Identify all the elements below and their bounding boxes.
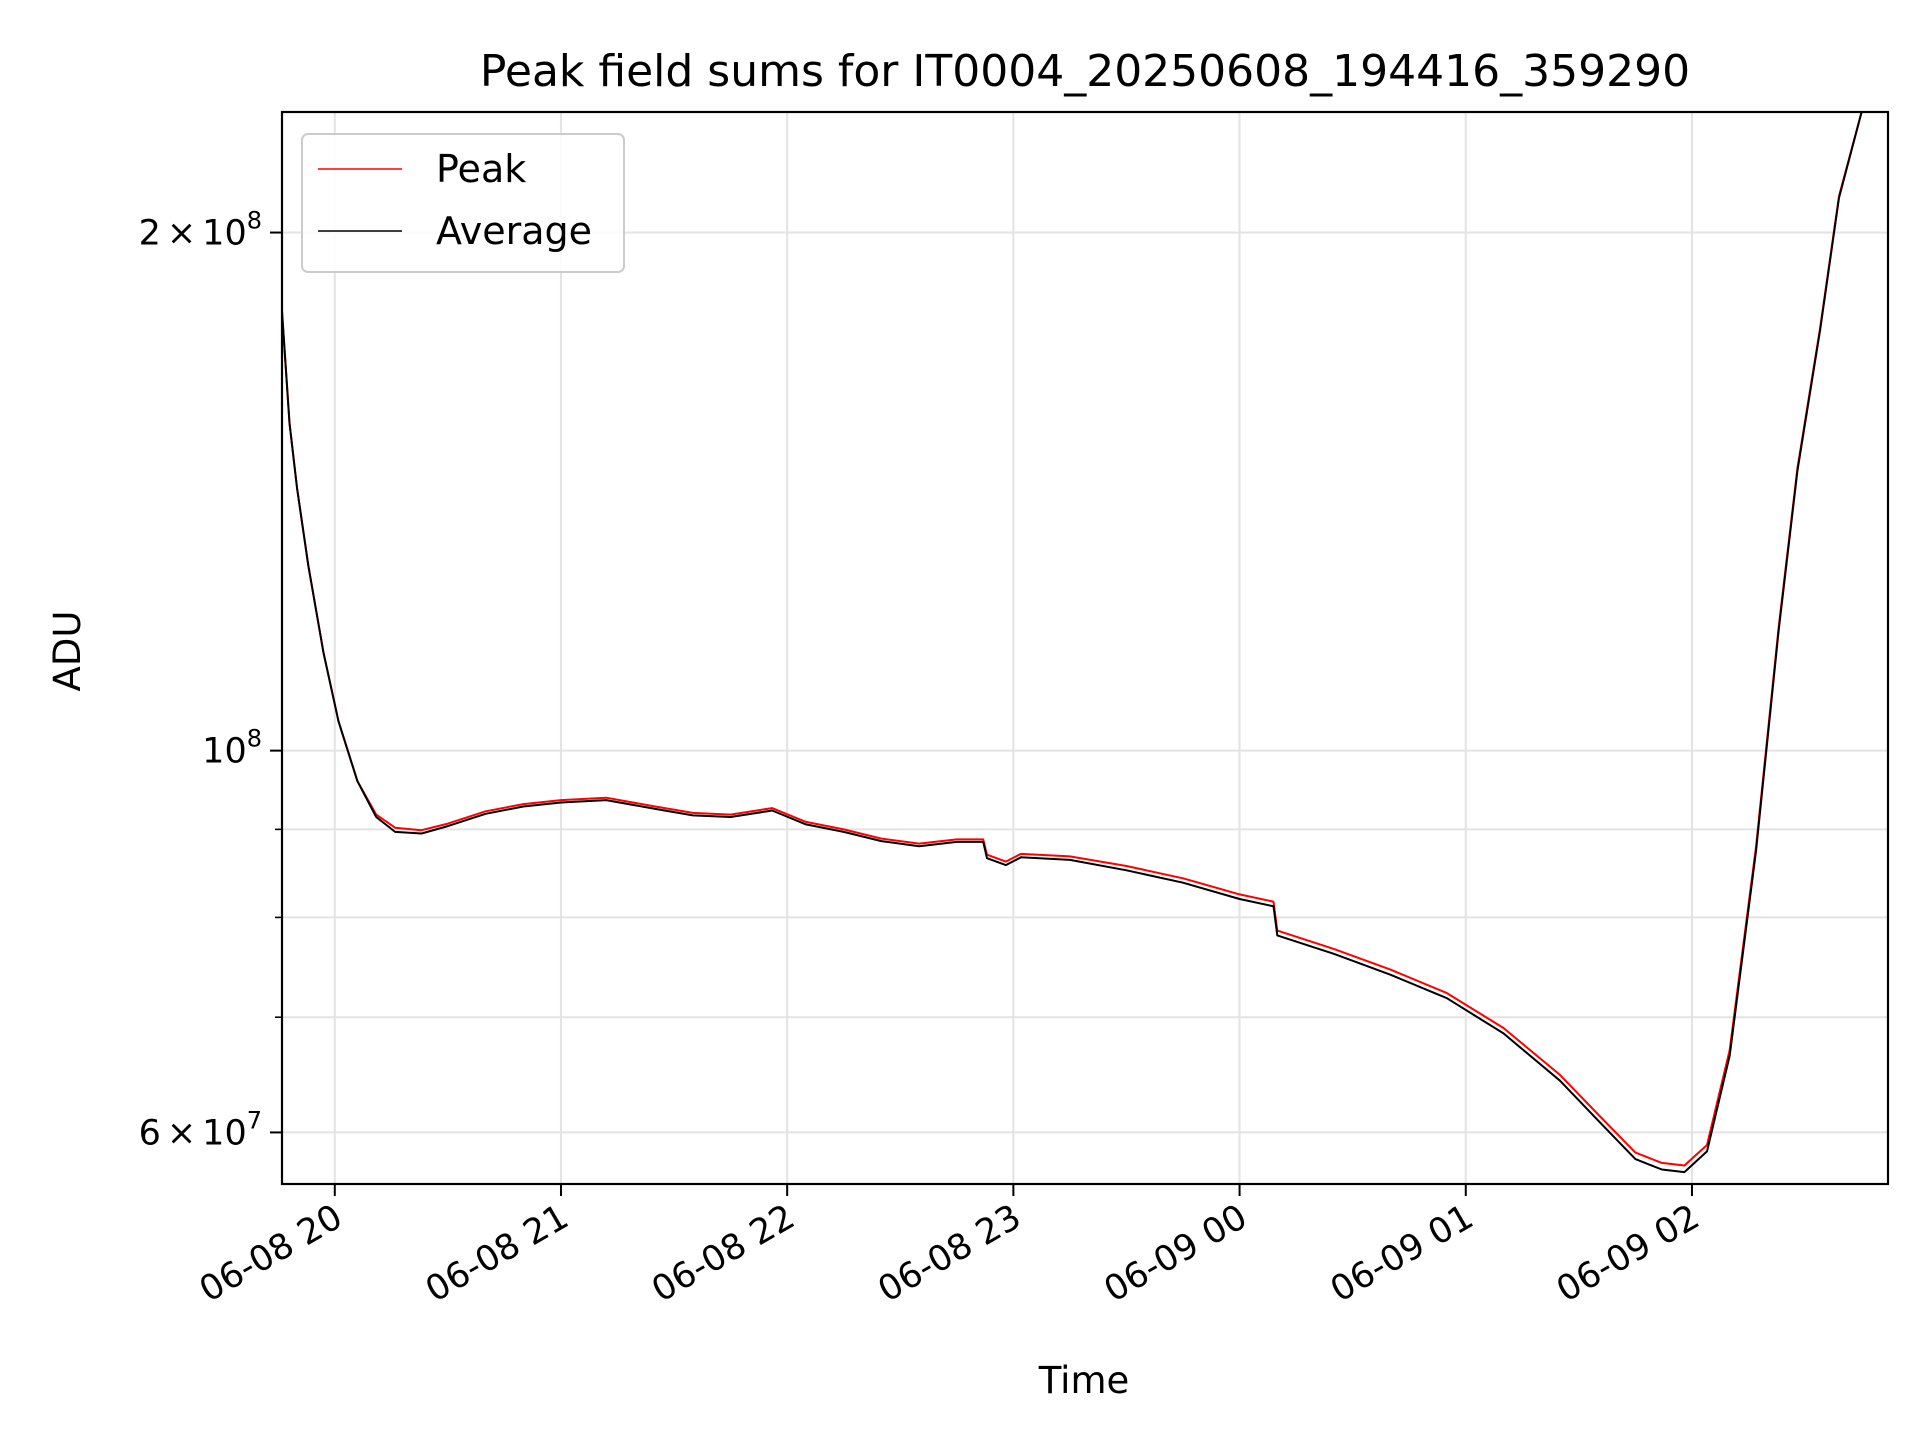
series-line-average [282,112,1863,1174]
legend-label-peak: Peak [436,147,526,191]
x-tick-label: 06-09 01 [1324,1197,1480,1310]
legend: Peak Average [301,133,625,273]
x-axis: 06-08 20 06-08 21 06-08 22 06-08 23 06-09 00… [193,1184,1706,1310]
x-tick-label: 06-08 20 [193,1197,349,1310]
legend-label-average: Average [436,209,592,253]
series-layer [282,112,1863,1174]
chart-title: Peak field sums for IT0004_20250608_1944… [480,46,1690,97]
x-tick-label: 06-08 21 [419,1197,575,1310]
plot-frame [280,110,1890,1186]
y-tick-label: 2 × 108 [139,207,262,254]
y-tick-label: 108 [202,725,262,772]
y-tick-label: 6 × 107 [139,1106,262,1153]
x-tick-label: 06-09 02 [1550,1197,1706,1310]
y-axis-label: ADU [46,611,89,692]
x-axis-label: Time [1038,1359,1130,1402]
x-tick-label: 06-09 00 [1098,1197,1254,1310]
x-tick-label: 06-08 23 [872,1197,1028,1310]
grid-lines [282,112,1888,1184]
y-axis: 6 × 107 108 2 × 108 [139,207,282,1153]
x-tick-label: 06-08 22 [645,1197,801,1310]
